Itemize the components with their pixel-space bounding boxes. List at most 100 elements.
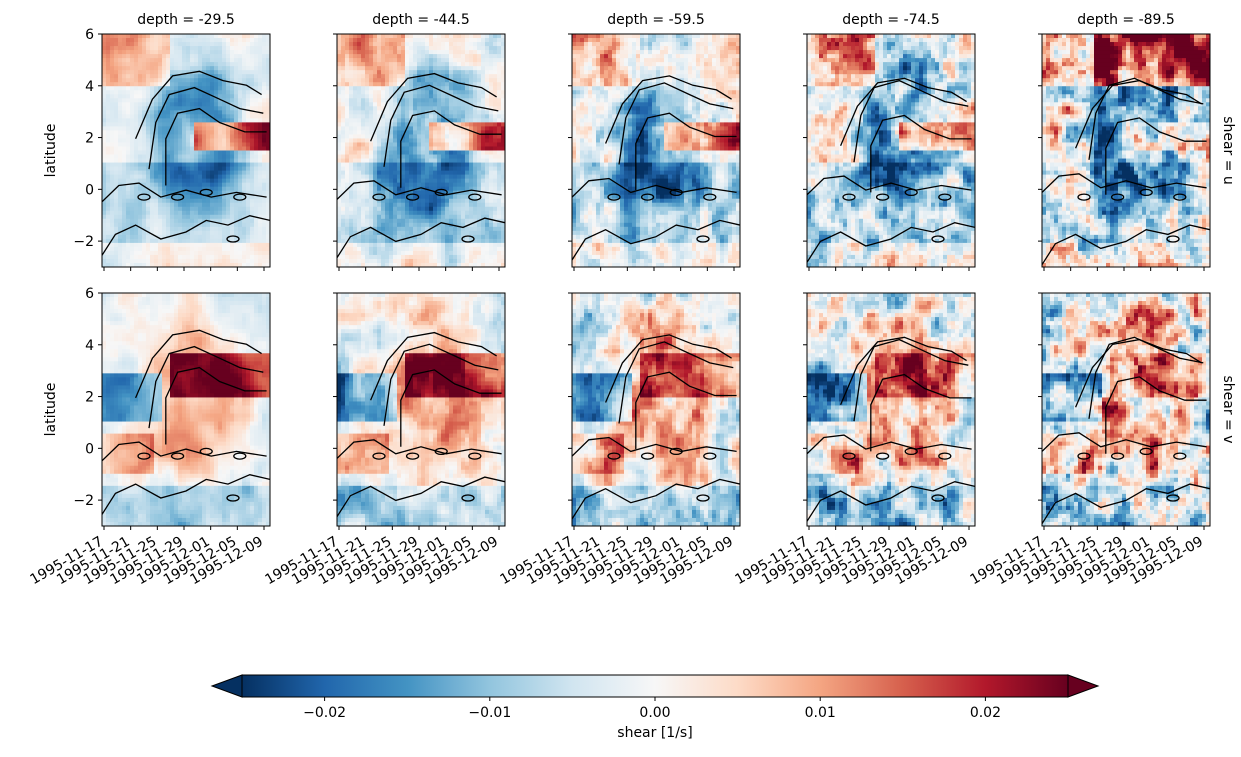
heatmap-cell <box>134 254 139 260</box>
heatmap-cell <box>441 262 446 267</box>
heatmap-cell <box>186 194 191 200</box>
heatmap-cell <box>369 206 374 212</box>
heatmap-cell <box>341 162 346 168</box>
heatmap-cell <box>405 122 410 127</box>
heatmap-cell <box>341 42 346 47</box>
heatmap-cell <box>389 146 394 152</box>
heatmap-cell <box>242 34 247 39</box>
heatmap-cell <box>365 234 370 240</box>
heatmap-cell <box>198 98 203 103</box>
heatmap-cell <box>357 74 362 79</box>
heatmap-cell <box>341 150 346 156</box>
heatmap-cell <box>457 246 462 252</box>
heatmap-cell <box>118 146 123 152</box>
heatmap-cell <box>250 170 255 176</box>
heatmap-cell <box>226 174 231 180</box>
heatmap-cell <box>373 54 378 59</box>
heatmap-cell <box>572 250 577 256</box>
heatmap-cell <box>353 238 358 244</box>
heatmap-cell <box>429 250 434 256</box>
heatmap-cell <box>497 234 502 240</box>
heatmap-cell <box>146 206 151 212</box>
heatmap-cell <box>389 206 394 212</box>
heatmap-cell <box>353 210 358 216</box>
heatmap-cell <box>377 194 382 200</box>
heatmap-cell <box>234 58 239 63</box>
heatmap-cell <box>194 246 199 252</box>
heatmap-cell <box>110 106 115 111</box>
heatmap-cell <box>341 70 346 75</box>
heatmap-cell <box>341 222 346 228</box>
heatmap-cell <box>234 146 239 152</box>
heatmap-cell <box>130 150 135 156</box>
heatmap-cell <box>114 230 119 236</box>
heatmap-cell <box>337 38 342 43</box>
heatmap-cell <box>365 146 370 152</box>
heatmap-cell <box>154 50 159 55</box>
heatmap-cell <box>182 46 187 51</box>
heatmap-cell <box>146 110 151 115</box>
heatmap-cell <box>166 254 171 260</box>
heatmap-cell <box>433 58 438 63</box>
heatmap-cell <box>369 114 374 119</box>
heatmap-cell <box>238 230 243 236</box>
heatmap-cell <box>489 126 494 132</box>
heatmap-cell <box>230 258 235 264</box>
heatmap-cell <box>126 38 131 43</box>
heatmap-cell <box>369 134 374 140</box>
heatmap-cell <box>218 198 223 204</box>
heatmap-cell <box>385 178 390 184</box>
heatmap-cell <box>262 146 267 152</box>
heatmap-cell <box>409 82 414 87</box>
heatmap-cell <box>122 234 127 240</box>
heatmap-cell <box>210 78 215 83</box>
heatmap-cell <box>385 130 390 136</box>
heatmap-cell <box>393 46 398 51</box>
heatmap-cell <box>405 62 410 67</box>
heatmap-cell <box>461 210 466 216</box>
heatmap-cell <box>345 162 350 168</box>
heatmap-cell <box>246 250 251 256</box>
heatmap-cell <box>186 174 191 180</box>
heatmap-cell <box>401 198 406 204</box>
contour-line <box>370 72 497 142</box>
heatmap-cell <box>146 94 151 99</box>
heatmap-cell <box>477 254 482 260</box>
heatmap-cell <box>206 58 211 63</box>
heatmap-cell <box>457 194 462 200</box>
heatmap-cell <box>389 154 394 160</box>
heatmap-cell <box>453 234 458 240</box>
heatmap-cell <box>238 162 243 168</box>
heatmap-cell <box>389 238 394 244</box>
heatmap-cell <box>449 226 454 232</box>
heatmap-cell <box>210 198 215 204</box>
heatmap-cell <box>218 86 223 91</box>
heatmap-cell <box>417 242 422 248</box>
heatmap-cell <box>381 206 386 212</box>
heatmap-cell <box>421 78 426 83</box>
heatmap-cell <box>381 262 386 267</box>
heatmap-cell <box>421 254 426 260</box>
heatmap-cell <box>150 82 155 87</box>
heatmap-cell <box>497 206 502 212</box>
heatmap-cell <box>385 250 390 256</box>
heatmap-cell <box>110 198 115 204</box>
heatmap-cell <box>254 206 259 212</box>
heatmap-cell <box>501 94 505 99</box>
heatmap-cell <box>501 134 505 140</box>
heatmap-cell <box>234 90 239 95</box>
heatmap-cell <box>457 102 462 107</box>
heatmap-cell <box>441 70 446 75</box>
heatmap-cell <box>385 258 390 264</box>
heatmap-cell <box>222 178 227 184</box>
heatmap-cell <box>266 258 270 264</box>
heatmap-cell <box>381 34 386 39</box>
heatmap-cell <box>102 130 107 136</box>
heatmap-cell <box>429 114 434 119</box>
heatmap-cell <box>337 138 342 144</box>
heatmap-cell <box>262 238 267 244</box>
heatmap-cell <box>365 142 370 148</box>
heatmap-cell <box>453 134 458 140</box>
heatmap-cell <box>138 62 143 67</box>
heatmap-cell <box>421 170 426 176</box>
